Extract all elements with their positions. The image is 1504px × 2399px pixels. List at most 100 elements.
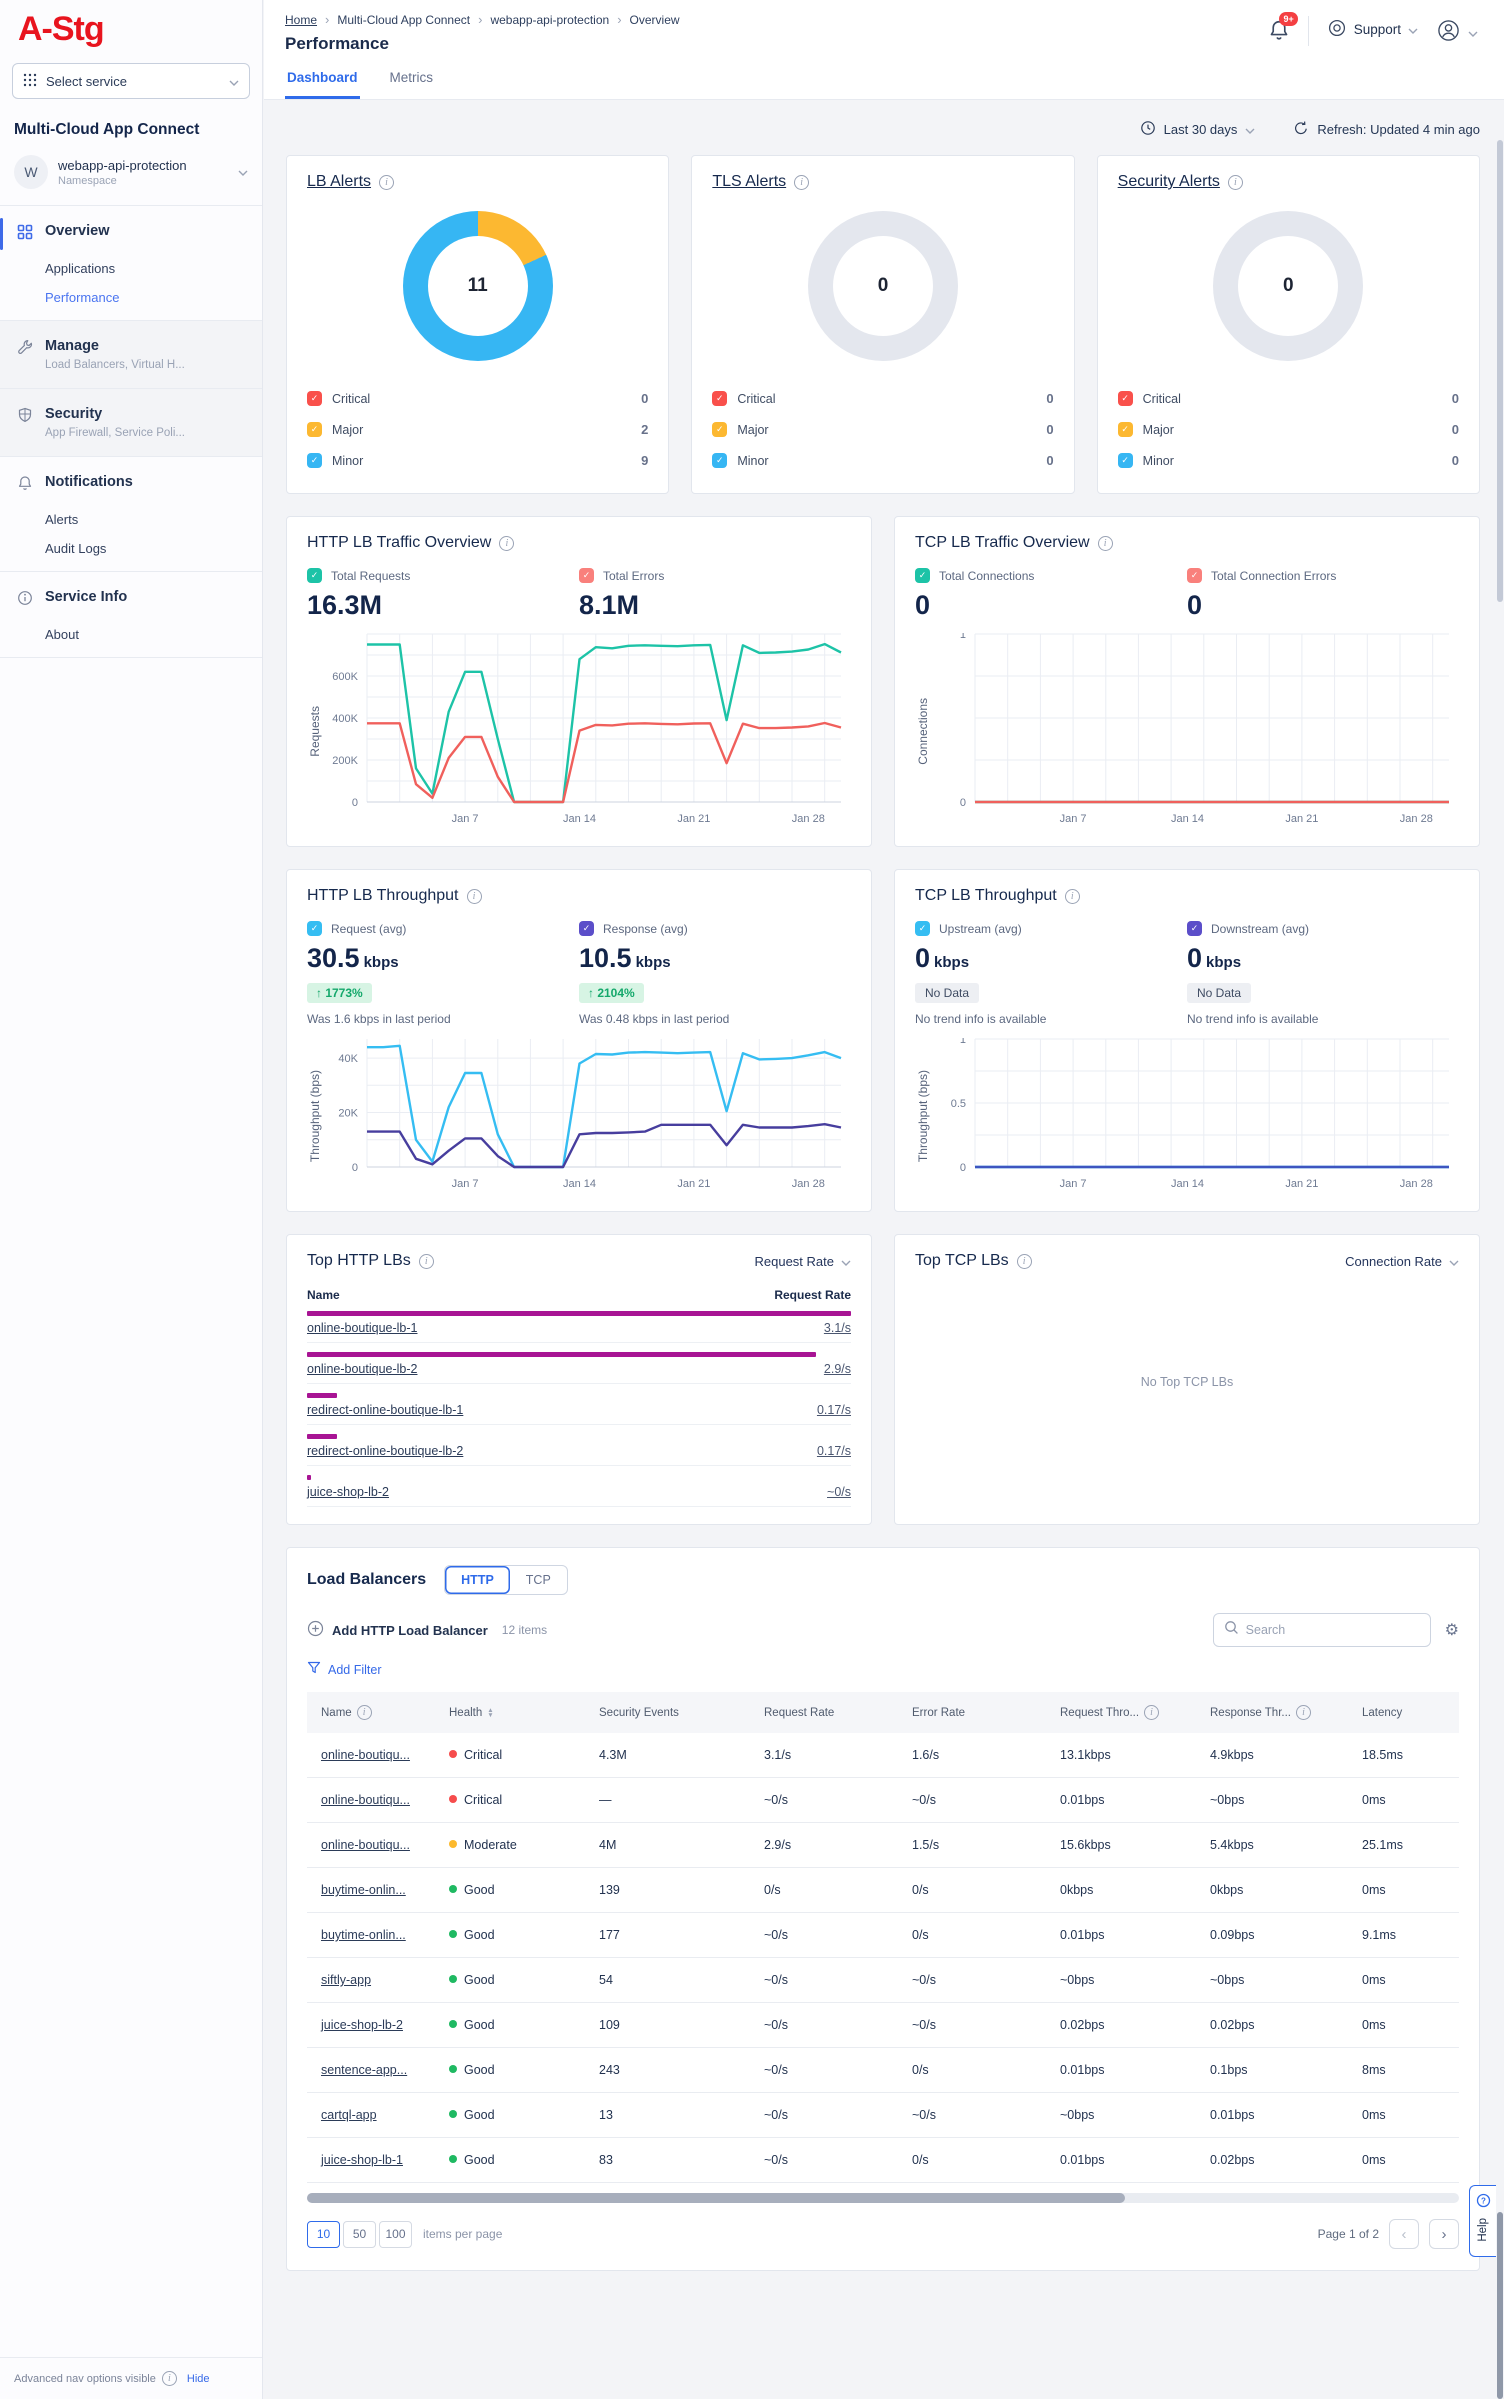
lb-rate-link[interactable]: ~0/s <box>827 1485 851 1499</box>
lb-name-link[interactable]: juice-shop-lb-2 <box>307 1485 389 1499</box>
breadcrumb-item[interactable]: webapp-api-protection <box>490 12 610 27</box>
info-icon[interactable]: i <box>794 174 810 190</box>
stat-block[interactable]: ✓ Total Connections 0 <box>915 568 1187 621</box>
top-lb-row[interactable]: redirect-online-boutique-lb-2 0.17/s <box>307 1434 851 1466</box>
legend-row[interactable]: ✓ Minor 9 <box>307 445 648 476</box>
alerts-legend[interactable]: ✓ Critical 0 ✓ Major 0 ✓ Minor 0 <box>1117 383 1459 476</box>
lb-name-link[interactable]: online-boutiqu... <box>321 1793 410 1807</box>
series-checkbox[interactable]: ✓ <box>307 921 322 936</box>
alert-card[interactable]: Security Alerts i 0 ✓ Critical 0 ✓ Major 0 ✓ Minor… <box>1096 155 1480 494</box>
sidebar-item-audit-logs[interactable]: Audit Logs <box>45 541 107 556</box>
stat-block[interactable]: ✓ Downstream (avg) 0 kbps No Data No trend in… <box>1187 921 1459 1026</box>
gear-icon[interactable]: ⚙ <box>1444 1622 1459 1639</box>
tab-metrics[interactable]: Metrics <box>389 70 434 85</box>
sidebar-section[interactable]: Manage Load Balancers, Virtual H... <box>0 321 262 389</box>
top-lb-row[interactable]: online-boutique-lb-2 2.9/s <box>307 1352 851 1384</box>
column-header-name[interactable]: Name i <box>307 1705 449 1720</box>
sidebar-item-service-info[interactable]: Service Info <box>0 580 262 620</box>
info-icon[interactable]: i <box>1016 1253 1032 1269</box>
alert-card-title[interactable]: TLS Alerts <box>712 173 787 190</box>
time-range-selector[interactable]: Last 30 days <box>1140 120 1256 139</box>
alerts-legend[interactable]: ✓ Critical 0 ✓ Major 2 ✓ Minor 9 <box>307 383 648 476</box>
alerts-donut[interactable]: 0 <box>1213 211 1364 361</box>
column-header-request-thro-[interactable]: Request Thro... i <box>1060 1705 1210 1720</box>
table-row[interactable]: buytime-onlin... Good 139 0/s 0/s 0kbps 0kbps 0… <box>307 1868 1459 1913</box>
legend-checkbox[interactable]: ✓ <box>307 422 322 437</box>
lb-name-link[interactable]: online-boutique-lb-2 <box>307 1362 418 1376</box>
lb-name-link[interactable]: online-boutiqu... <box>321 1748 410 1762</box>
help-tab[interactable]: ? Help <box>1469 2185 1496 2257</box>
lb-name-link[interactable]: buytime-onlin... <box>321 1883 406 1897</box>
stats-row[interactable]: ✓ Total Connections 0 ✓ Total Connection Err… <box>915 568 1459 621</box>
sidebar-item-overview[interactable]: Overview <box>0 214 262 254</box>
legend-checkbox[interactable]: ✓ <box>1117 391 1133 406</box>
legend-row[interactable]: ✓ Major 0 <box>1117 414 1459 445</box>
table-row[interactable]: online-boutiqu... Critical — ~0/s ~0/s 0.01bp… <box>307 1778 1459 1823</box>
series-checkbox[interactable]: ✓ <box>915 568 930 583</box>
lb-name-link[interactable]: online-boutiqu... <box>321 1838 410 1852</box>
breadcrumb-item[interactable]: Overview <box>629 12 680 27</box>
next-page-button[interactable]: › <box>1429 2219 1459 2249</box>
top-lb-row[interactable]: online-boutique-lb-1 3.1/s <box>307 1311 851 1343</box>
vertical-scrollbar-thumb[interactable] <box>1497 2212 1503 2399</box>
info-icon[interactable]: i <box>1227 174 1243 190</box>
legend-checkbox[interactable]: ✓ <box>307 391 322 406</box>
top-http-metric-selector[interactable]: Request Rate <box>755 1254 852 1269</box>
stat-block[interactable]: ✓ Total Errors 8.1M <box>579 568 851 621</box>
info-icon[interactable]: i <box>418 1253 434 1269</box>
lb-rate-link[interactable]: 2.9/s <box>823 1362 851 1376</box>
lb-name-link[interactable]: redirect-online-boutique-lb-2 <box>307 1444 464 1458</box>
info-icon[interactable]: i <box>1295 1705 1311 1720</box>
lb-name-link[interactable]: buytime-onlin... <box>321 1928 406 1942</box>
chart-tcp_traffic[interactable]: Connections 0 1 Jan 7 Jan 14 Jan 21 Jan 28 <box>915 633 1459 829</box>
legend-checkbox[interactable]: ✓ <box>307 453 322 468</box>
series-checkbox[interactable]: ✓ <box>307 568 322 583</box>
info-icon[interactable]: i <box>379 174 395 190</box>
series-checkbox[interactable]: ✓ <box>579 568 594 583</box>
sidebar-section[interactable]: Notifications Alerts Audit Logs <box>0 457 262 572</box>
legend-row[interactable]: ✓ Major 2 <box>307 414 648 445</box>
series-checkbox[interactable]: ✓ <box>1187 921 1202 936</box>
table-row[interactable]: juice-shop-lb-1 Good 83 ~0/s 0/s 0.01bps 0.02b… <box>307 2138 1459 2183</box>
lb-name-link[interactable]: online-boutique-lb-1 <box>307 1321 418 1335</box>
lb-rate-link[interactable]: 3.1/s <box>823 1321 851 1335</box>
sidebar-item-manage[interactable]: Manage Load Balancers, Virtual H... <box>0 329 262 380</box>
stat-block[interactable]: ✓ Response (avg) 10.5 kbps ↑ 2104% Was 0.48 k… <box>579 921 851 1026</box>
alert-card[interactable]: TLS Alerts i 0 ✓ Critical 0 ✓ Major 0 ✓ Minor 0 <box>691 155 1075 494</box>
breadcrumb-item[interactable]: Home <box>285 12 318 27</box>
sidebar-item-notifications[interactable]: Notifications <box>0 465 262 505</box>
tab-dashboard[interactable]: Dashboard <box>285 58 360 99</box>
lb-type-http[interactable]: HTTP <box>445 1566 510 1594</box>
info-icon[interactable]: i <box>1144 1705 1160 1720</box>
stat-block[interactable]: ✓ Total Requests 16.3M <box>307 568 579 621</box>
namespace-selector[interactable]: W webapp-api-protection Namespace <box>0 145 262 206</box>
search-input[interactable] <box>1245 1623 1420 1637</box>
table-row[interactable]: cartql-app Good 13 ~0/s ~0/s ~0bps 0.01bps 0ms <box>307 2093 1459 2138</box>
sidebar-section[interactable]: Service Info About <box>0 572 262 658</box>
select-service-dropdown[interactable]: Select service <box>12 63 250 99</box>
alerts-donut[interactable]: 0 <box>807 211 958 361</box>
refresh-button[interactable]: Refresh: Updated 4 min ago <box>1293 120 1480 139</box>
sidebar-item-performance[interactable]: Performance <box>45 290 120 305</box>
table-row[interactable]: sentence-app... Good 243 ~0/s 0/s 0.01bps 0.1b… <box>307 2048 1459 2093</box>
top-lb-row[interactable]: redirect-online-boutique-lb-1 0.17/s <box>307 1393 851 1425</box>
lb-name-link[interactable]: sentence-app... <box>321 2063 408 2077</box>
table-row[interactable]: juice-shop-lb-2 Good 109 ~0/s ~0/s 0.02bps 0.0… <box>307 2003 1459 2048</box>
sidebar-item-about[interactable]: About <box>45 627 79 642</box>
info-icon[interactable]: i <box>466 888 482 904</box>
table-row[interactable]: online-boutiqu... Critical 4.3M 3.1/s 1.6/s 1… <box>307 1733 1459 1778</box>
stats-row[interactable]: ✓ Total Requests 16.3M ✓ Total Errors 8.1M <box>307 568 851 621</box>
stat-block[interactable]: ✓ Total Connection Errors 0 <box>1187 568 1459 621</box>
sidebar-section[interactable]: Overview Applications Performance <box>0 206 262 321</box>
stat-block[interactable]: ✓ Upstream (avg) 0 kbps No Data No trend info… <box>915 921 1187 1026</box>
breadcrumb-item[interactable]: Multi-Cloud App Connect <box>337 12 471 27</box>
chart-http_traffic[interactable]: Requests 0 200K 400K 600K Jan 7 Jan 14 Jan 21 Ja… <box>307 633 851 829</box>
vertical-scrollbar-thumb[interactable] <box>1497 140 1503 602</box>
add-http-load-balancer-button[interactable]: Add HTTP Load Balancer <box>307 1620 488 1640</box>
column-header-health[interactable]: Health ▲ ▼ <box>449 1707 599 1719</box>
info-icon[interactable]: i <box>161 2371 177 2386</box>
column-header-response-thr-[interactable]: Response Thr... i <box>1210 1705 1362 1720</box>
hide-advanced-nav-link[interactable]: Hide <box>186 2372 210 2385</box>
series-checkbox[interactable]: ✓ <box>1187 568 1202 583</box>
legend-row[interactable]: ✓ Critical 0 <box>307 383 648 414</box>
